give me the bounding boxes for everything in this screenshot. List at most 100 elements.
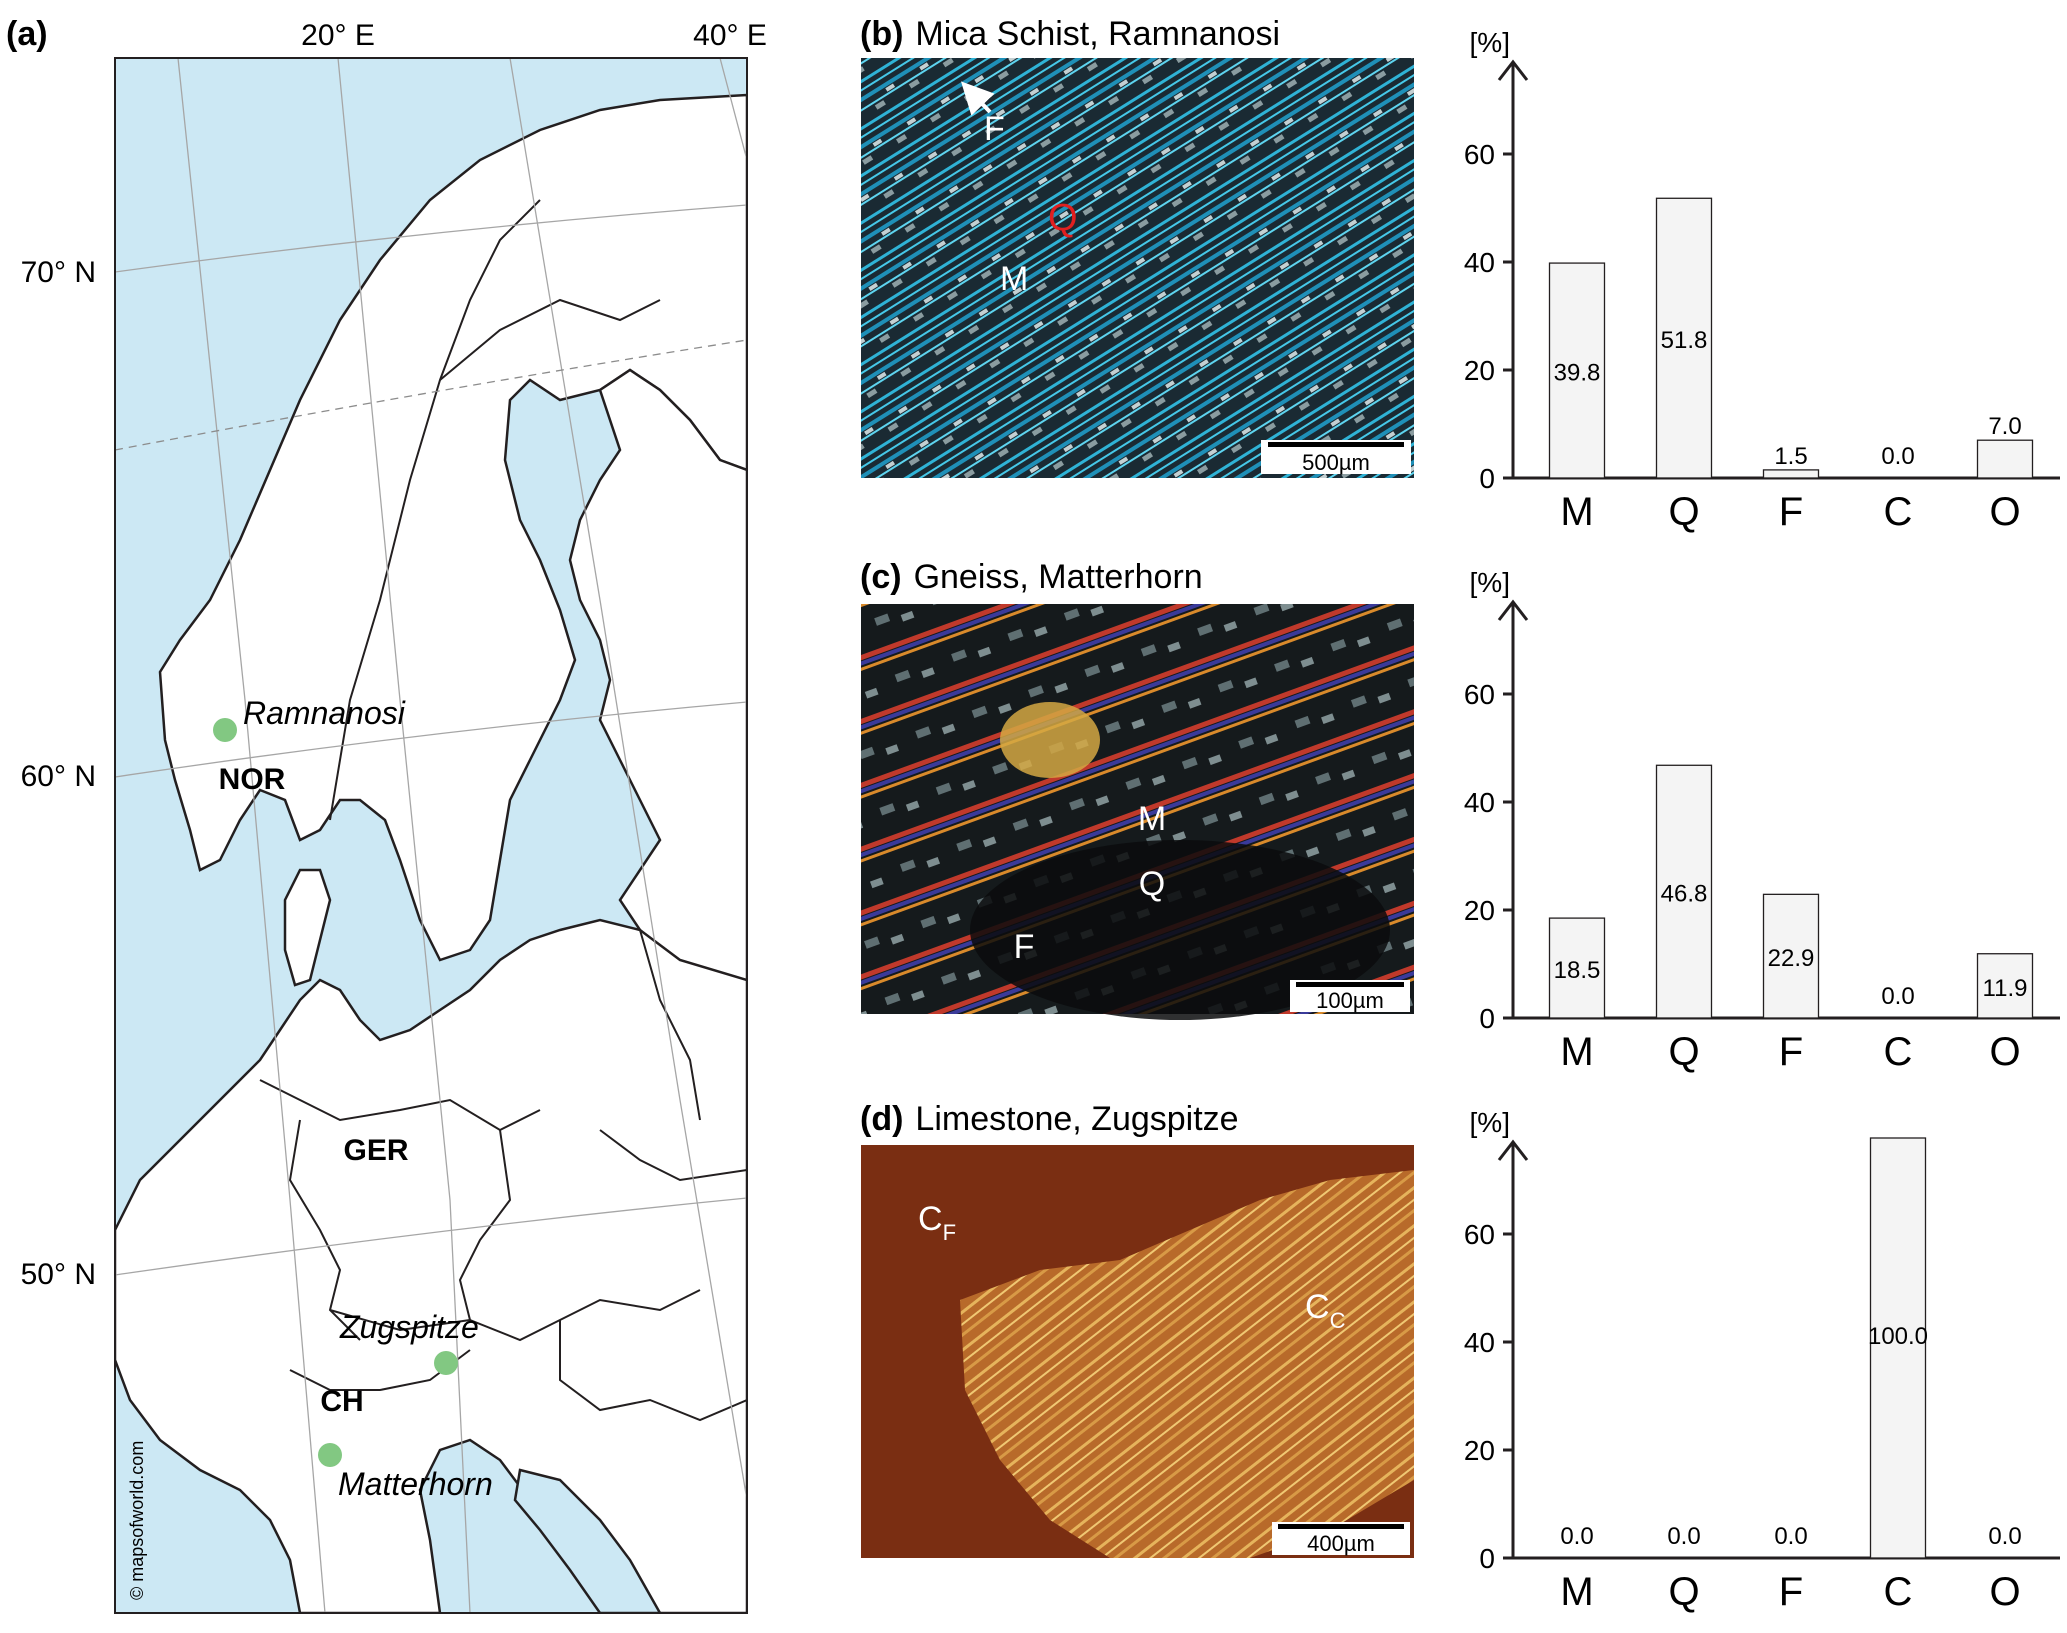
panel-d-letter: (d) [860,1100,903,1138]
bar-F [1762,469,1820,479]
micrograph-label-cc: CC [1305,1288,1346,1333]
bar-Q [1655,764,1713,1019]
bar-value-label: 100.0 [1868,1323,1928,1350]
scale-bar-label-d: 400µm [1307,1531,1375,1556]
y-axis-arrow [1497,59,1529,81]
bar-F [1762,893,1820,1019]
map-frame [115,58,747,1613]
micrograph-gneiss-dark [970,840,1390,1020]
panel-c-title: Gneiss, Matterhorn [914,558,1203,596]
y-tick-label: 20 [1464,895,1495,926]
panel-d-label: (d) Limestone, Zugspitze [860,1100,1239,1138]
micrograph-label-cc-sub: C [1330,1308,1346,1333]
lon-label-40e: 40° E [693,19,767,52]
country-label-ch: CH [320,1385,363,1418]
site-marker-matterhorn [318,1443,342,1467]
panel-b-label: (b) Mica Schist, Ramnanosi [860,15,1280,53]
land-scandinavia [158,93,747,962]
bar-C [1869,1137,1927,1559]
y-tick-label: 20 [1464,1435,1495,1466]
y-tick-label: 60 [1464,139,1495,170]
scale-bar-d [1278,1524,1404,1529]
x-tick-label: F [1779,490,1803,534]
bar-O [1976,953,2034,1019]
bar-chart-gneiss: [%] 0 20 40 60 18.5 M 46.8 Q 22.9 F 0.0 C 11.9 O [1464,567,2060,1074]
bar-value-label: 0.0 [1988,1523,2021,1550]
micrograph-arrow-f [960,81,995,116]
micrograph-label-m: M [1000,260,1028,298]
bar-value-label: 46.8 [1661,881,1708,908]
x-tick-label: Q [1668,1570,1699,1614]
bar-value-label: 51.8 [1661,327,1708,354]
sea-adriatic [513,1468,662,1613]
panel-b-title: Mica Schist, Ramnanosi [915,15,1280,53]
bar-O [1976,439,2034,479]
micrograph-mica-schist [861,58,1414,478]
micrograph-label-cf: CF [918,1200,956,1245]
panel-a-label: (a) [6,15,48,53]
scale-bar-label-b: 500µm [1302,450,1370,475]
bar-value-label: 22.9 [1768,945,1815,972]
country-label-ger: GER [343,1134,408,1167]
panel-d-title: Limestone, Zugspitze [915,1100,1238,1138]
bar-M [1548,917,1606,1019]
bar-value-label: 0.0 [1774,1523,1807,1550]
micrograph-label-m-c: M [1138,800,1166,838]
site-label-matterhorn: Matterhorn [338,1466,493,1502]
x-tick-label: M [1560,1030,1593,1074]
country-borders [259,199,747,1422]
site-marker-zugspitze [434,1351,458,1375]
country-label-nor: NOR [219,763,286,796]
x-tick-label: C [1884,1570,1913,1614]
micrograph-label-cf-sub: F [943,1220,956,1245]
scale-bar-label-c: 100µm [1316,988,1384,1013]
y-axis-arrow [1497,599,1529,621]
map-border [114,57,748,1614]
y-tick-label: 40 [1464,787,1495,818]
x-tick-label: Q [1668,1030,1699,1074]
bar-value-label: 0.0 [1881,443,1914,470]
y-tick-label: 40 [1464,247,1495,278]
x-tick-label: M [1560,490,1593,534]
y-axis-label: [%] [1470,27,1510,58]
micrograph-label-cf-c: C [918,1200,943,1238]
x-tick-label: C [1884,490,1913,534]
panel-b-letter: (b) [860,15,903,53]
panel-c-label: (c) Gneiss, Matterhorn [860,558,1203,596]
bar-M [1548,262,1606,479]
micrograph-gneiss-grain [1000,702,1100,778]
x-tick-label: O [1989,1570,2020,1614]
micrograph-limestone-crystal [960,1170,1414,1558]
x-tick-label: F [1779,1030,1803,1074]
lat-label-60n: 60° N [21,760,96,793]
y-axis-label: [%] [1470,1107,1510,1138]
y-tick-label: 0 [1479,1003,1495,1034]
y-tick-label: 60 [1464,679,1495,710]
bar-chart-limestone: [%] 0 20 40 60 0.0 M 0.0 Q 0.0 F 100.0 C 0.0 O [1464,1107,2060,1614]
map-copyright: © mapsofworld.com [127,1441,147,1600]
bar-value-label: 39.8 [1554,360,1601,387]
y-tick-label: 20 [1464,355,1495,386]
scale-bar-b [1268,442,1404,447]
bar-value-label: 0.0 [1881,983,1914,1010]
micrograph-label-f: F [984,110,1005,148]
micrograph-label-f-c: F [1014,928,1035,966]
site-label-zugspitze: Zugspitze [339,1309,479,1345]
lat-label-70n: 70° N [21,256,96,289]
panel-c-letter: (c) [860,558,902,596]
bar-value-label: 0.0 [1560,1523,1593,1550]
y-axis-arrow [1497,1139,1529,1161]
bar-Q [1655,197,1713,479]
scale-bar-c [1296,982,1404,987]
micrograph-label-cc-c: C [1305,1288,1330,1326]
site-label-ramnanosi: Ramnanosi [243,695,406,731]
bar-value-label: 11.9 [1983,975,2028,1002]
y-tick-label: 60 [1464,1219,1495,1250]
bar-value-label: 1.5 [1774,443,1807,470]
y-tick-label: 0 [1479,463,1495,494]
x-tick-label: O [1989,1030,2020,1074]
micrograph-label-q-c: Q [1139,865,1165,903]
bar-value-label: 18.5 [1554,957,1601,984]
x-tick-label: O [1989,490,2020,534]
